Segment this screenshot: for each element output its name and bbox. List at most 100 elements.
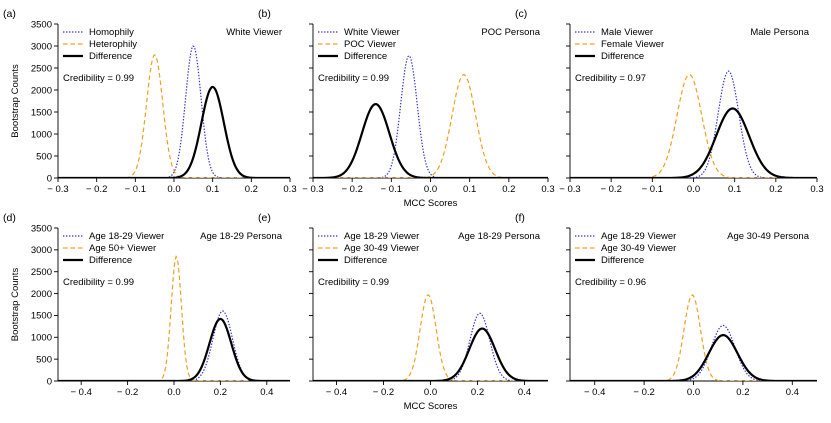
x-tick-label: 0.4	[786, 387, 799, 398]
x-tick-label: − 0.3	[559, 184, 580, 195]
y-tick-label: 500	[36, 354, 52, 365]
credibility-label: Credibility = 0.99	[318, 73, 389, 84]
panel-b: − 0.3 − 0.2 − 0.1 0.0 0.1 0.2 0.3 (b) MCC Scores…	[258, 8, 555, 209]
series-line-heterophily	[58, 54, 290, 178]
y-tick-label: 3500	[31, 223, 52, 234]
x-tick-label: 0.4	[260, 387, 273, 398]
x-tick-label: − 0.4	[584, 387, 605, 398]
series-line-difference	[570, 107, 817, 178]
y-tick-label: 3000	[31, 41, 52, 52]
legend-entry: Difference	[89, 255, 132, 266]
series-line-age-30-49-viewer	[570, 294, 817, 381]
x-tick-label: − 0.4	[70, 387, 91, 398]
legend-entry: Heterophily	[89, 39, 137, 50]
x-tick-label: 0.2	[736, 387, 749, 398]
y-tick-label: 1000	[31, 129, 52, 140]
y-tick-label: 0	[47, 376, 52, 387]
legend-entry: POC Viewer	[344, 39, 396, 50]
x-tick-label: 0.1	[728, 184, 741, 195]
x-tick-label: 0.0	[167, 184, 180, 195]
panel-letter: (f)	[515, 212, 525, 224]
y-tick-label: 0	[47, 173, 52, 184]
series-line-poc-viewer	[313, 73, 548, 178]
x-tick-label: 0.2	[502, 184, 515, 195]
persona-label: POC Persona	[481, 27, 540, 38]
persona-label: Age 30-49 Persona	[727, 231, 810, 242]
legend-entry: Age 18-29 Viewer	[344, 231, 419, 242]
y-axis-label: Bootstrap Counts	[10, 268, 21, 342]
x-tick-label: 0.0	[167, 387, 180, 398]
panel-a: 0 500 1000 1500 2000 2500 3000 3500 − 0.3 − 0.2 − …	[3, 8, 297, 195]
x-tick-label: 0.4	[518, 387, 531, 398]
y-tick-label: 3000	[31, 245, 52, 256]
x-tick-label: 0.1	[206, 184, 219, 195]
series-line-difference	[570, 334, 817, 381]
legend-entry: Age 18-29 Viewer	[89, 231, 164, 242]
y-tick-label: 500	[36, 151, 52, 162]
legend-entry: Difference	[89, 51, 132, 62]
series-line-age-18-29-viewer	[58, 310, 290, 381]
x-tick-label: 0.2	[214, 387, 227, 398]
y-tick-label: 2000	[31, 85, 52, 96]
series-line-female-viewer	[570, 74, 817, 178]
x-tick-label: 0.2	[769, 184, 782, 195]
x-axis-label: MCC Scores	[404, 198, 458, 209]
panel-letter: (c)	[515, 8, 527, 20]
persona-label: Age 18-29 Persona	[200, 231, 283, 242]
y-tick-label: 2500	[31, 267, 52, 278]
credibility-label: Credibility = 0.99	[63, 73, 134, 84]
x-tick-label: − 0.2	[373, 387, 394, 398]
x-tick-label: 0.3	[810, 184, 823, 195]
y-tick-label: 3500	[31, 19, 52, 30]
x-tick-label: 0.0	[424, 387, 437, 398]
legend-entry: Age 18-29 Viewer	[601, 231, 676, 242]
legend-entry: Difference	[344, 255, 387, 266]
x-tick-label: − 0.1	[125, 184, 146, 195]
credibility-label: Credibility = 0.96	[575, 277, 646, 288]
legend-entry: Male Viewer	[601, 27, 653, 38]
x-tick-label: 0.3	[541, 184, 554, 195]
x-tick-label: − 0.2	[600, 184, 621, 195]
legend-entry: Age 30-49 Viewer	[601, 243, 676, 254]
x-tick-label: − 0.1	[381, 184, 402, 195]
x-tick-label: 0.0	[687, 387, 700, 398]
series-line-difference	[313, 327, 548, 381]
y-tick-label: 1500	[31, 107, 52, 118]
x-tick-label: − 0.2	[117, 387, 138, 398]
x-tick-label: 0.3	[283, 184, 296, 195]
credibility-label: Credibility = 0.99	[63, 277, 134, 288]
credibility-label: Credibility = 0.99	[318, 277, 389, 288]
x-tick-label: 0.0	[424, 184, 437, 195]
series-line-difference	[58, 85, 290, 178]
x-axis-label: MCC Scores	[404, 401, 458, 412]
series-line-difference	[58, 317, 290, 381]
y-tick-label: 1500	[31, 311, 52, 322]
legend-entry: Difference	[601, 51, 644, 62]
series-line-homophily	[58, 45, 290, 178]
legend-entry: Age 30-49 Viewer	[344, 243, 419, 254]
x-tick-label: − 0.2	[341, 184, 362, 195]
y-tick-label: 2000	[31, 289, 52, 300]
panel-letter: (e)	[258, 212, 271, 224]
y-tick-label: 1000	[31, 333, 52, 344]
panel-d: 0 500 1000 1500 2000 2500 3000 3500 − 0.4 − 0.2 0.…	[3, 212, 290, 398]
x-tick-label: 0.1	[463, 184, 476, 195]
series-line-age-30-49-viewer	[313, 294, 548, 381]
legend-entry: Age 50+ Viewer	[89, 243, 156, 254]
x-tick-label: − 0.2	[86, 184, 107, 195]
x-tick-label: − 0.3	[302, 184, 323, 195]
panel-c: − 0.3 − 0.2 − 0.1 0.0 0.1 0.2 0.3 (c) Male Viewe…	[515, 8, 824, 195]
panel-letter: (a)	[3, 8, 16, 20]
legend-entry: Difference	[344, 51, 387, 62]
x-tick-label: 0.0	[687, 184, 700, 195]
legend-entry: Difference	[601, 255, 644, 266]
series-line-age-18-29-viewer	[313, 312, 548, 381]
y-axis-label: Bootstrap Counts	[10, 64, 21, 138]
series-line-age-50-viewer	[58, 255, 290, 381]
persona-label: Age 18-29 Persona	[458, 231, 541, 242]
panel-letter: (b)	[258, 8, 271, 20]
series-line-difference	[313, 102, 548, 178]
persona-label: Male Persona	[750, 27, 809, 38]
legend-entry: Female Viewer	[601, 39, 664, 50]
